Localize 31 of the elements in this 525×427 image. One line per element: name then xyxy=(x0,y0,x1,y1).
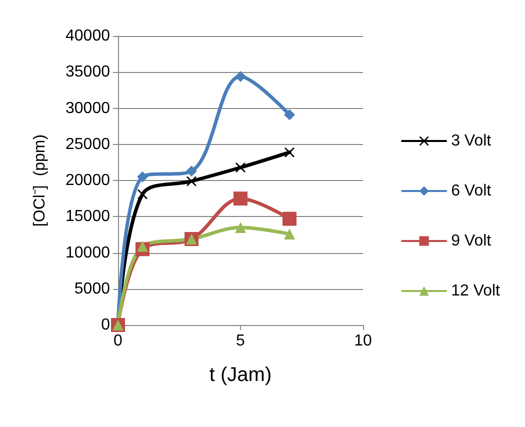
legend-label: 12 Volt xyxy=(451,282,501,300)
y-axis-title: [OCl⁻] (ppm) xyxy=(32,134,48,227)
point xyxy=(235,222,246,233)
point xyxy=(138,189,148,200)
point xyxy=(186,176,196,186)
legend-label: 9 Volt xyxy=(451,232,492,250)
point xyxy=(284,147,294,158)
y-tick-label: 0 xyxy=(101,316,110,334)
point xyxy=(236,162,246,172)
point xyxy=(282,212,296,226)
point xyxy=(186,166,197,177)
point xyxy=(284,109,295,120)
y-tick-label: 20000 xyxy=(66,172,110,189)
point xyxy=(284,228,295,240)
y-tick-label: 30000 xyxy=(66,100,110,117)
x-tick-label: 5 xyxy=(236,332,246,350)
legend-label: 6 Volt xyxy=(451,182,492,200)
y-tick-label: 10000 xyxy=(66,244,110,262)
y-tick-label: 35000 xyxy=(66,64,110,81)
y-tick-label: 25000 xyxy=(66,136,110,153)
y-tick-label: 15000 xyxy=(66,208,110,226)
point xyxy=(235,70,246,82)
point xyxy=(137,240,148,252)
x-tick-label: 10 xyxy=(354,332,372,350)
y-tick-label: 40000 xyxy=(66,28,110,44)
legend-label: 3 Volt xyxy=(451,132,492,150)
y-tick-label: 5000 xyxy=(74,280,110,298)
x-tick-label: 0 xyxy=(114,332,123,350)
point xyxy=(234,192,248,206)
point xyxy=(137,171,148,182)
x-axis-title: t (Jam) xyxy=(209,364,272,386)
